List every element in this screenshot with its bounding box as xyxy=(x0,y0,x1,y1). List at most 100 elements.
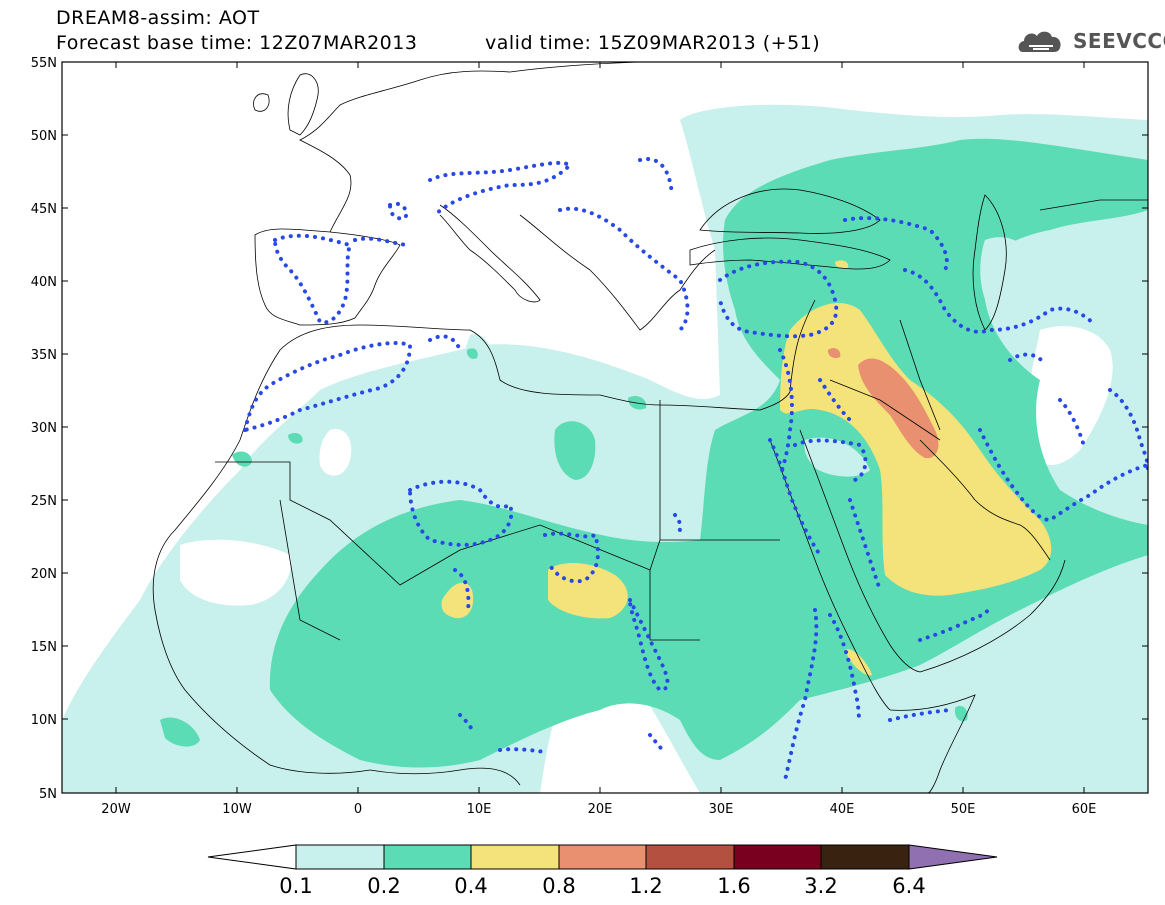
dots-nile xyxy=(768,438,822,557)
dots-ethiopia xyxy=(828,613,862,722)
border-saudi xyxy=(829,379,941,441)
coast-levant xyxy=(789,299,816,393)
aot-patch-armenia xyxy=(835,260,849,269)
lat-label: 50N xyxy=(31,129,57,144)
cloud-logo-icon xyxy=(1018,31,1061,52)
colorbar-segment xyxy=(820,844,910,870)
dots-east-africa xyxy=(783,608,819,782)
border-kazakh xyxy=(1039,199,1148,211)
coast-turkey xyxy=(689,237,891,270)
dots-somalia xyxy=(888,708,952,722)
dots-tunisia xyxy=(428,334,462,352)
colorbar-label: 1.2 xyxy=(629,874,662,898)
aot-level-0.8 xyxy=(858,358,939,459)
dots-levant xyxy=(778,348,794,472)
lat-label: 5N xyxy=(39,787,57,802)
dots-sudan-2 xyxy=(673,513,683,537)
dots-yemen xyxy=(918,603,992,642)
colorbar-label: 0.8 xyxy=(542,874,575,898)
border-sudan xyxy=(649,570,700,641)
dots-arabia-east xyxy=(978,428,1148,523)
dots-cameroon xyxy=(458,713,474,732)
dots-sudan-1 xyxy=(628,598,670,693)
coast-west-africa xyxy=(152,439,371,774)
lat-label: 20N xyxy=(31,567,57,582)
dots-pakistan xyxy=(1058,398,1087,452)
aot-patch-libya xyxy=(554,421,596,480)
aot-patch-niger xyxy=(441,582,474,619)
coast-persian-gulf xyxy=(919,439,1051,561)
border-iran-iraq xyxy=(899,319,941,431)
dots-iran-2 xyxy=(1008,352,1047,367)
dots-chad xyxy=(543,531,600,584)
colorbar-segment xyxy=(295,844,385,870)
coast-north-africa xyxy=(239,324,791,441)
coast-horn xyxy=(889,694,976,793)
lon-label: 50E xyxy=(951,802,976,817)
dots-alps xyxy=(388,201,409,221)
colorbar-segment xyxy=(383,844,472,870)
dots-centralafr xyxy=(498,747,547,754)
coast-redsea-east xyxy=(799,429,921,673)
coast-iberia xyxy=(254,228,401,326)
lat-label: 15N xyxy=(31,640,57,655)
coast-italy xyxy=(439,204,541,303)
lon-label: 0 xyxy=(354,802,362,817)
aot-patch-syria xyxy=(827,347,841,359)
border-sahara-1 xyxy=(215,461,461,586)
lat-labels: 55N 50N 45N 40N 35N 30N 25N 20N 15N 10N … xyxy=(31,56,57,802)
colorbar-lower-arrow xyxy=(207,844,297,870)
aot-patch-algeria xyxy=(288,432,303,444)
aot-patch-redsea-south xyxy=(845,649,872,676)
lat-label: 10N xyxy=(31,713,57,728)
coast-europe xyxy=(299,62,641,233)
colorbar-label: 0.1 xyxy=(279,874,312,898)
colorbar-segment xyxy=(470,844,560,870)
valid-time: valid time: 15Z09MAR2013 (+51) xyxy=(485,32,821,54)
coast-blacksea xyxy=(699,188,881,234)
colorbar xyxy=(207,844,998,870)
dust-contour-lines xyxy=(243,157,1148,782)
lat-label: 40N xyxy=(31,275,57,290)
dots-sahara xyxy=(408,479,514,547)
aot-patch-somalia xyxy=(954,705,968,722)
aot-hole-mauritania xyxy=(180,539,291,606)
lon-label: 20W xyxy=(101,802,131,817)
colorbar-segment xyxy=(733,844,822,870)
dots-iran xyxy=(903,268,1097,334)
lon-label: 20E xyxy=(588,802,613,817)
dots-egypt xyxy=(793,438,868,482)
lat-label: 45N xyxy=(31,202,57,217)
colorbar-segment xyxy=(645,844,735,870)
aot-hole-arabia-east xyxy=(1025,326,1113,465)
colorbar-label: 0.4 xyxy=(454,874,487,898)
lon-labels: 20W 10W 0 10E 20E 30E 40E 50E 60E xyxy=(101,802,1096,817)
aot-patch-chad xyxy=(548,563,628,619)
dots-morocco xyxy=(243,341,413,432)
axis-ticks xyxy=(62,61,1148,794)
lon-label: 10E xyxy=(467,802,492,817)
dots-caucasus xyxy=(843,216,949,272)
aot-contours xyxy=(62,104,1148,793)
aot-hole-caspian xyxy=(980,237,1035,313)
lon-label: 30E xyxy=(709,802,734,817)
coastlines xyxy=(152,62,1148,793)
coast-guinea xyxy=(369,767,521,786)
colorbar-labels: 0.1 0.2 0.4 0.8 1.2 1.6 3.2 6.4 xyxy=(279,874,925,898)
colorbar-label: 3.2 xyxy=(804,874,837,898)
aot-level-0.2 xyxy=(269,138,1148,768)
dots-iberia xyxy=(273,233,353,325)
logo-text: SEEVCCC xyxy=(1073,29,1165,53)
colorbar-label: 0.2 xyxy=(367,874,400,898)
forecast-base-time: Forecast base time: 12Z07MAR2013 xyxy=(56,32,418,54)
colorbar-segment xyxy=(558,844,647,870)
lon-label: 10W xyxy=(222,802,252,817)
dots-france xyxy=(428,160,574,217)
coast-ireland xyxy=(253,93,270,112)
coast-balkans xyxy=(519,214,716,331)
lon-label: 60E xyxy=(1072,802,1097,817)
coast-britain xyxy=(287,73,319,136)
aot-hole-egypt-nile xyxy=(804,437,870,477)
lon-label: 40E xyxy=(830,802,855,817)
dots-balkans-2 xyxy=(638,157,674,197)
